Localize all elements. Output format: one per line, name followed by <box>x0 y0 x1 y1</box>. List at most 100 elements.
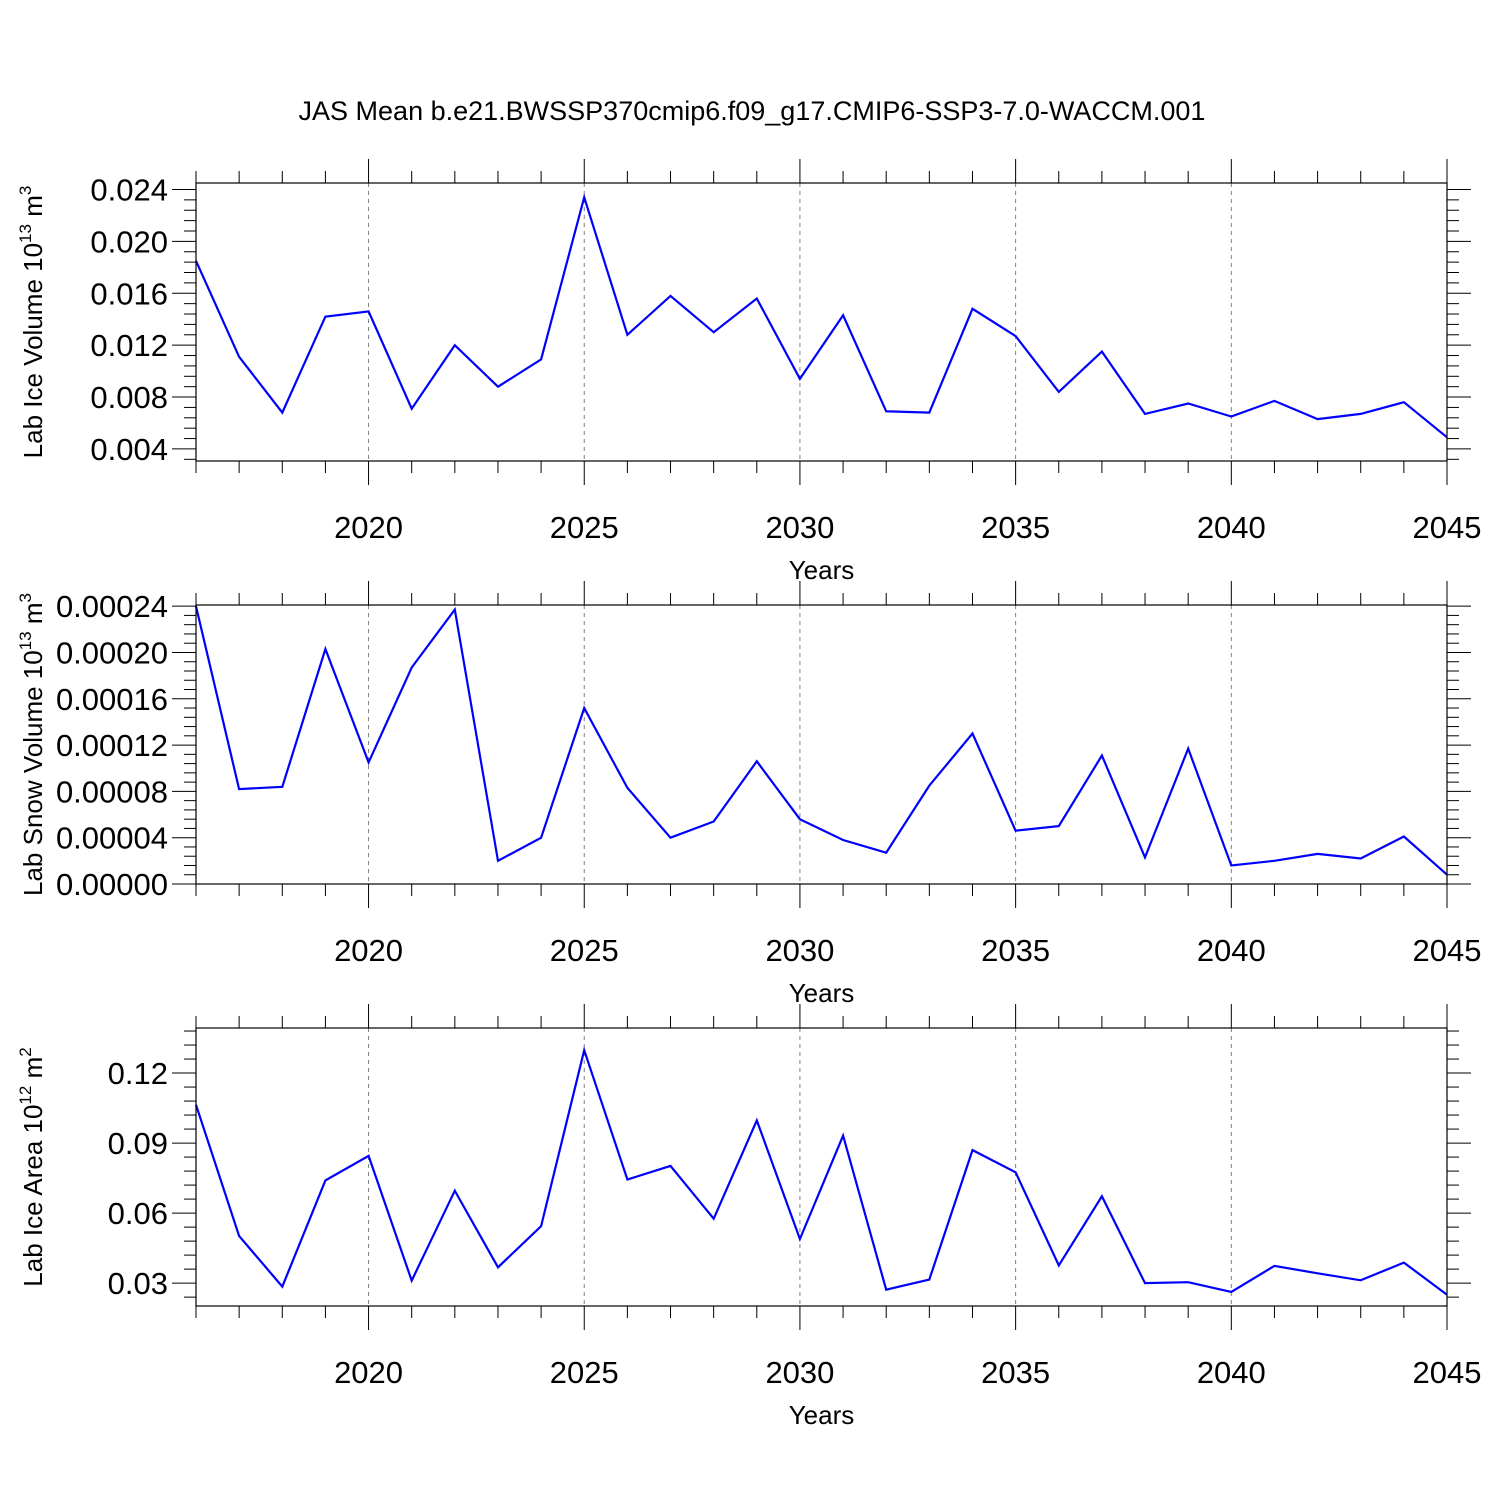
data-point <box>411 666 413 669</box>
data-point <box>583 1049 585 1051</box>
y-tick-label: 0.12 <box>108 1056 168 1091</box>
data-point <box>1360 1279 1362 1281</box>
y-tick-label: 0.09 <box>108 1126 168 1161</box>
y-tick-label: 0.024 <box>90 172 168 207</box>
data-point <box>1058 1264 1060 1266</box>
data-point <box>799 1238 801 1240</box>
data-point <box>1144 1282 1146 1284</box>
data-point <box>799 378 801 380</box>
data-point <box>583 707 585 709</box>
y-axis-label-unit: m <box>18 1057 48 1086</box>
y-axis-label-exponent: 13 <box>16 631 35 650</box>
series-line-ice-volume <box>194 193 1448 439</box>
series-line-ice-area <box>194 1046 1448 1296</box>
y-axis-label: Lab Ice Volume 1013 m3 <box>16 186 48 459</box>
y-axis-label-unit: m <box>18 602 48 631</box>
y-tick-label: 0.00004 <box>56 821 168 856</box>
x-tick-label: 2035 <box>981 1355 1050 1390</box>
x-tick-label: 2045 <box>1413 1355 1482 1390</box>
data-point <box>1273 860 1276 862</box>
data-point <box>842 314 844 316</box>
data-point <box>367 761 370 764</box>
data-point <box>756 1119 758 1122</box>
y-axis-label-unit-exponent: 3 <box>16 593 35 602</box>
y-axis-label: Lab Ice Area 1012 m2 <box>16 1047 48 1286</box>
x-tick-label: 2035 <box>981 510 1050 545</box>
data-point <box>1360 857 1362 860</box>
data-point <box>1058 825 1060 827</box>
x-tick-label: 2025 <box>550 933 619 968</box>
x-tick-label: 2040 <box>1197 1355 1266 1390</box>
data-point <box>1403 835 1405 838</box>
data-point <box>324 1179 327 1182</box>
plot-frame <box>195 1027 1448 1307</box>
x-axis-label: Years <box>789 1400 855 1430</box>
data-point <box>885 1289 887 1291</box>
data-point <box>669 1165 672 1167</box>
x-tick-label: 2020 <box>334 933 403 968</box>
data-point <box>756 297 758 300</box>
data-point <box>1015 830 1017 832</box>
data-point <box>1015 1171 1017 1173</box>
y-tick-label: 0.008 <box>90 380 168 415</box>
data-point <box>1101 754 1103 757</box>
data-point <box>626 787 628 789</box>
data-point <box>583 196 585 198</box>
figure-title: JAS Mean b.e21.BWSSP370cmip6.f09_g17.CMI… <box>299 96 1206 126</box>
data-point <box>281 412 283 414</box>
data-point <box>626 1178 628 1181</box>
plot-frame <box>195 182 1448 462</box>
data-point <box>454 344 456 346</box>
y-axis-label-main: Lab Ice Area 10 <box>18 1105 48 1287</box>
y-axis-label-unit: m <box>18 195 48 224</box>
data-point <box>497 1266 499 1268</box>
data-point <box>238 1235 240 1237</box>
data-point <box>1316 853 1319 855</box>
data-point <box>1316 418 1319 420</box>
data-point <box>367 1155 370 1157</box>
y-tick-label: 0.016 <box>90 276 168 311</box>
x-tick-label: 2025 <box>550 510 619 545</box>
data-point <box>1144 856 1146 858</box>
data-point <box>713 331 715 333</box>
data-point <box>497 386 499 388</box>
x-tick-label: 2020 <box>334 510 403 545</box>
data-point <box>1230 415 1232 418</box>
data-point <box>411 1279 413 1282</box>
data-point <box>1187 1281 1189 1283</box>
data-point <box>713 1218 715 1220</box>
x-tick-label: 2030 <box>765 510 834 545</box>
x-tick-label: 2025 <box>550 1355 619 1390</box>
data-point <box>324 316 327 318</box>
data-point <box>324 648 327 650</box>
data-point <box>1015 335 1017 337</box>
y-tick-label: 0.00008 <box>56 774 168 809</box>
data-point <box>1144 413 1146 415</box>
x-axis-label: Years <box>789 555 855 585</box>
y-axis-label-exponent: 13 <box>16 224 35 243</box>
data-point <box>799 818 801 820</box>
y-axis-label-exponent: 12 <box>16 1086 35 1105</box>
data-point <box>1187 747 1189 750</box>
y-tick-label: 0.004 <box>90 432 168 467</box>
x-tick-label: 2040 <box>1197 933 1266 968</box>
y-tick-label: 0.00000 <box>56 867 168 902</box>
data-point <box>1316 1272 1319 1274</box>
data-point <box>281 1286 283 1288</box>
panel-ice-volume: 0.004 0.008 0.012 0.016 0.020 0.024 2020 2025 20… <box>16 159 1481 585</box>
data-point <box>669 295 672 297</box>
x-tick-label: 2035 <box>981 933 1050 968</box>
data-point <box>1273 400 1276 402</box>
data-point <box>540 837 542 839</box>
series-line-snow-volume <box>194 605 1448 876</box>
x-tick-label: 2030 <box>765 933 834 968</box>
data-point <box>238 356 240 358</box>
data-point <box>626 334 628 336</box>
y-axis-label-unit-exponent: 2 <box>16 1047 35 1056</box>
data-point <box>454 1190 456 1192</box>
y-axis-label-main: Lab Ice Volume 10 <box>18 243 48 458</box>
data-point <box>1187 402 1189 405</box>
data-point <box>1230 864 1232 867</box>
